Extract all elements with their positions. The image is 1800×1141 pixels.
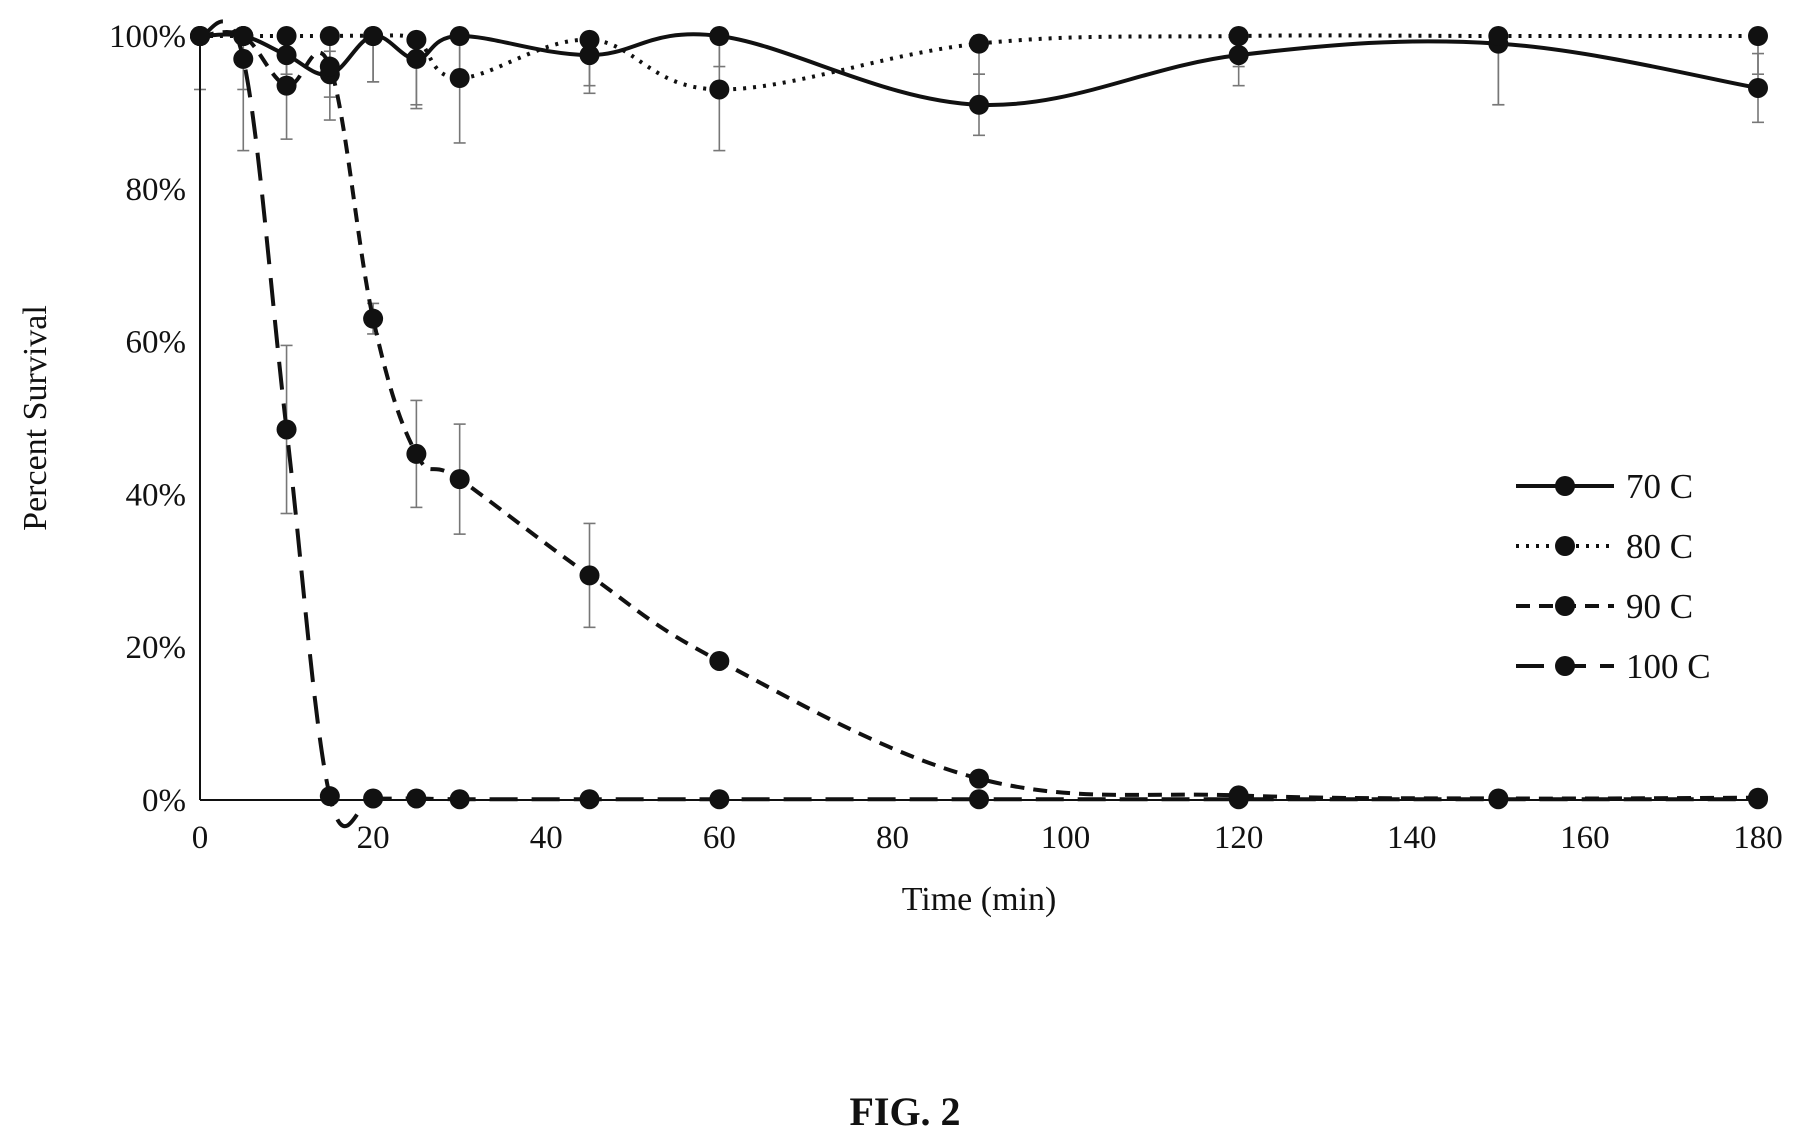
data-point-70-c	[1228, 45, 1249, 66]
data-point-80-c	[1748, 26, 1768, 46]
legend: 70 C 80 C 90 C 100 C	[1516, 467, 1711, 686]
data-point-80-c	[319, 26, 340, 46]
data-point-80-c	[709, 79, 730, 100]
data-point-80-c	[406, 29, 427, 50]
data-point-70-c	[709, 26, 730, 46]
legend-item-70-c: 70 C	[1516, 467, 1693, 506]
x-tick-label: 140	[1387, 820, 1437, 856]
legend-item-80-c: 80 C	[1516, 527, 1693, 566]
legend-label: 80 C	[1626, 527, 1693, 566]
error-bars	[194, 35, 1764, 629]
x-tick-label: 0	[192, 820, 209, 856]
data-point-80-c	[1488, 26, 1509, 46]
series-line-90-c	[199, 30, 1759, 801]
data-point-90-c	[579, 565, 600, 586]
data-point-70-c	[276, 45, 297, 66]
y-tick-label: 60%	[126, 325, 187, 361]
x-tick-label: 20	[357, 820, 390, 856]
y-tick-label: 0%	[142, 783, 186, 819]
y-tick-label: 20%	[126, 630, 187, 666]
y-axis-label: Percent Survival	[17, 305, 54, 531]
axes	[199, 36, 1758, 801]
data-point-70-c	[406, 48, 427, 69]
x-tick-label: 100	[1041, 820, 1091, 856]
legend-item-100-c: 100 C	[1516, 647, 1711, 686]
data-point-100-c	[276, 419, 297, 440]
x-tick-label: 180	[1733, 820, 1783, 856]
y-tick-label: 80%	[126, 172, 187, 208]
data-point-70-c	[969, 94, 989, 115]
legend-item-90-c: 90 C	[1516, 587, 1693, 626]
legend-label: 70 C	[1626, 467, 1693, 506]
data-point-90-c	[406, 443, 427, 464]
x-tick-label: 60	[703, 820, 736, 856]
data-point-80-c	[1228, 26, 1249, 46]
data-point-90-c	[276, 75, 297, 96]
x-tick-label: 120	[1214, 820, 1264, 856]
series-lines	[199, 19, 1759, 829]
x-tick-label: 80	[876, 820, 909, 856]
y-tick-label: 40%	[126, 477, 187, 513]
data-point-70-c	[1748, 77, 1768, 98]
legend-label: 90 C	[1626, 587, 1693, 626]
data-point-100-c	[363, 788, 384, 809]
legend-swatch-marker	[1555, 656, 1575, 676]
figure-caption: FIG. 2	[849, 1089, 960, 1134]
data-point-90-c	[969, 768, 989, 789]
data-point-70-c	[449, 26, 470, 46]
x-axis-label: Time (min)	[902, 881, 1057, 918]
y-tick-label: 100%	[109, 19, 186, 55]
x-tick-label: 40	[530, 820, 563, 856]
series-markers	[190, 26, 1768, 810]
data-point-90-c	[319, 56, 340, 77]
legend-label: 100 C	[1626, 647, 1711, 686]
data-point-90-c	[363, 308, 384, 329]
data-point-80-c	[363, 26, 384, 46]
data-point-90-c	[449, 469, 470, 490]
data-point-100-c	[233, 48, 254, 69]
data-point-70-c	[579, 45, 600, 66]
x-tick-label: 160	[1560, 820, 1610, 856]
series-line-100-c	[199, 19, 1758, 829]
legend-swatch-marker	[1555, 476, 1575, 496]
data-point-80-c	[579, 29, 600, 50]
data-point-80-c	[969, 33, 989, 54]
data-point-90-c	[709, 650, 730, 671]
legend-swatch-marker	[1555, 596, 1575, 616]
data-point-80-c	[276, 26, 297, 46]
data-point-100-c	[406, 788, 427, 809]
data-point-90-c	[233, 26, 254, 46]
y-tick-labels: 0% 20% 40% 60% 80% 100%	[109, 19, 186, 819]
x-tick-labels: 0 20 40 60 80 100 120 140 160 180	[192, 820, 1783, 856]
legend-swatch-marker	[1555, 536, 1575, 556]
data-point-100-c	[319, 786, 340, 807]
data-point-80-c	[449, 68, 470, 89]
